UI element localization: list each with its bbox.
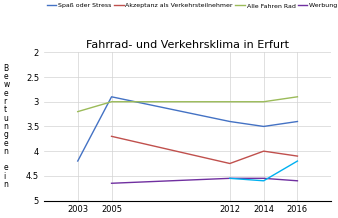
Akzeptanz als Verkehrsteilnehmer <box>295 155 299 157</box>
Alle Fahren Rad <box>228 100 232 103</box>
Zeitungsberichte <box>228 177 232 180</box>
Spaß oder Stress <box>295 120 299 123</box>
Werbung für das Radfahren <box>228 177 232 180</box>
Line: Alle Fahren Rad: Alle Fahren Rad <box>78 97 297 112</box>
Spaß oder Stress <box>110 95 114 98</box>
Spaß oder Stress <box>262 125 266 128</box>
Alle Fahren Rad <box>76 110 80 113</box>
Line: Akzeptanz als Verkehrsteilnehmer: Akzeptanz als Verkehrsteilnehmer <box>112 136 297 164</box>
Spaß oder Stress <box>228 120 232 123</box>
Akzeptanz als Verkehrsteilnehmer <box>110 135 114 138</box>
Werbung für das Radfahren <box>295 179 299 182</box>
Akzeptanz als Verkehrsteilnehmer <box>262 150 266 152</box>
Text: B
e
w
e
r
t
u
n
g
e
n
 
e
i
n: B e w e r t u n g e n e i n <box>3 64 9 189</box>
Akzeptanz als Verkehrsteilnehmer <box>228 162 232 165</box>
Alle Fahren Rad <box>110 100 114 103</box>
Werbung für das Radfahren <box>110 182 114 185</box>
Zeitungsberichte <box>295 160 299 162</box>
Line: Zeitungsberichte: Zeitungsberichte <box>230 161 297 181</box>
Spaß oder Stress <box>76 160 80 162</box>
Werbung für das Radfahren <box>262 177 266 180</box>
Zeitungsberichte <box>262 179 266 182</box>
Line: Spaß oder Stress: Spaß oder Stress <box>78 97 297 161</box>
Legend: Spaß oder Stress, Akzeptanz als Verkehrsteilnehmer, Alle Fahren Rad, Werbung für: Spaß oder Stress, Akzeptanz als Verkehrs… <box>47 3 338 9</box>
Alle Fahren Rad <box>262 100 266 103</box>
Title: Fahrrad- und Verkehrsklima in Erfurt: Fahrrad- und Verkehrsklima in Erfurt <box>86 40 289 50</box>
Alle Fahren Rad <box>295 95 299 98</box>
Line: Werbung für das Radfahren: Werbung für das Radfahren <box>112 178 297 183</box>
